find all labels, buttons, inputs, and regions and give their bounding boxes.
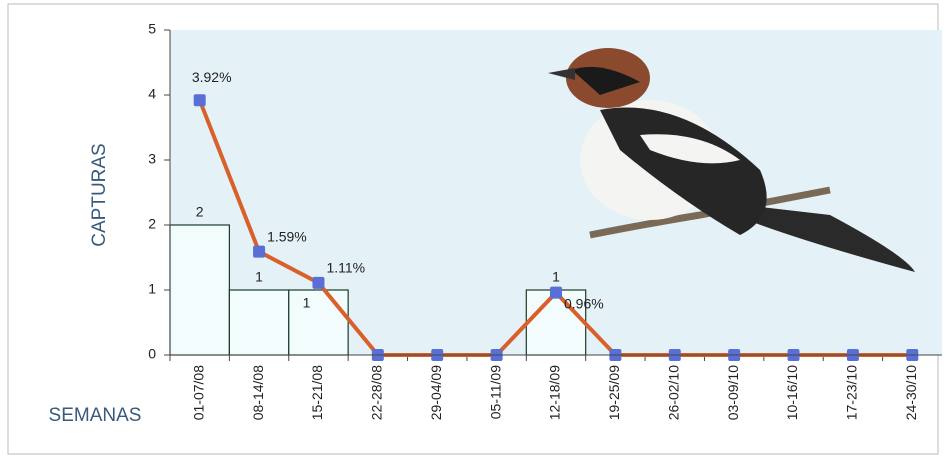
point [253,245,266,258]
point [193,94,206,107]
bar-label: 1 [552,269,560,285]
x-tick-label: 01-07/08 [190,365,206,420]
bird-illustration [169,48,915,356]
x-axis-title: SEMANAS [49,405,142,426]
point [312,276,325,289]
bar [288,289,349,356]
x-tick-label: 12-18/09 [547,365,563,420]
y-tick-label: 1 [148,281,156,297]
x-tick-label: 19-25/09 [606,365,622,420]
bar-label: 2 [196,204,204,220]
y-axis-title: CAPTURAS [89,143,110,246]
x-tick-label: 08-14/08 [250,365,266,420]
bar [228,289,290,356]
x-tick-label: 22-28/08 [369,365,385,420]
x-tick-label: 26-02/10 [665,365,681,420]
x-tick-label: 10-16/10 [784,365,800,420]
x-tick-label: 24-30/10 [903,365,919,420]
point-label: 3.92% [192,69,232,85]
y-tick-label: 3 [148,151,156,167]
x-tick-label: 15-21/08 [309,365,325,420]
x-tick-label: 05-11/09 [487,365,503,419]
point-label: 1.11% [326,260,365,276]
bar [169,224,230,356]
x-tick-label: 29-04/09 [428,365,444,420]
bar-label: 1 [255,269,263,285]
y-tick-label: 5 [148,21,156,37]
y-tick-label: 4 [148,86,156,102]
x-tick-label: 17-23/10 [844,365,860,420]
bar-label: 1 [303,295,311,311]
x-tick-label: 03-09/10 [725,365,741,420]
y-tick-label: 0 [148,346,156,362]
point-label: 1.59% [267,228,307,244]
point-label: 0.96% [564,295,604,311]
point [550,286,562,299]
y-tick-label: 2 [148,216,156,232]
